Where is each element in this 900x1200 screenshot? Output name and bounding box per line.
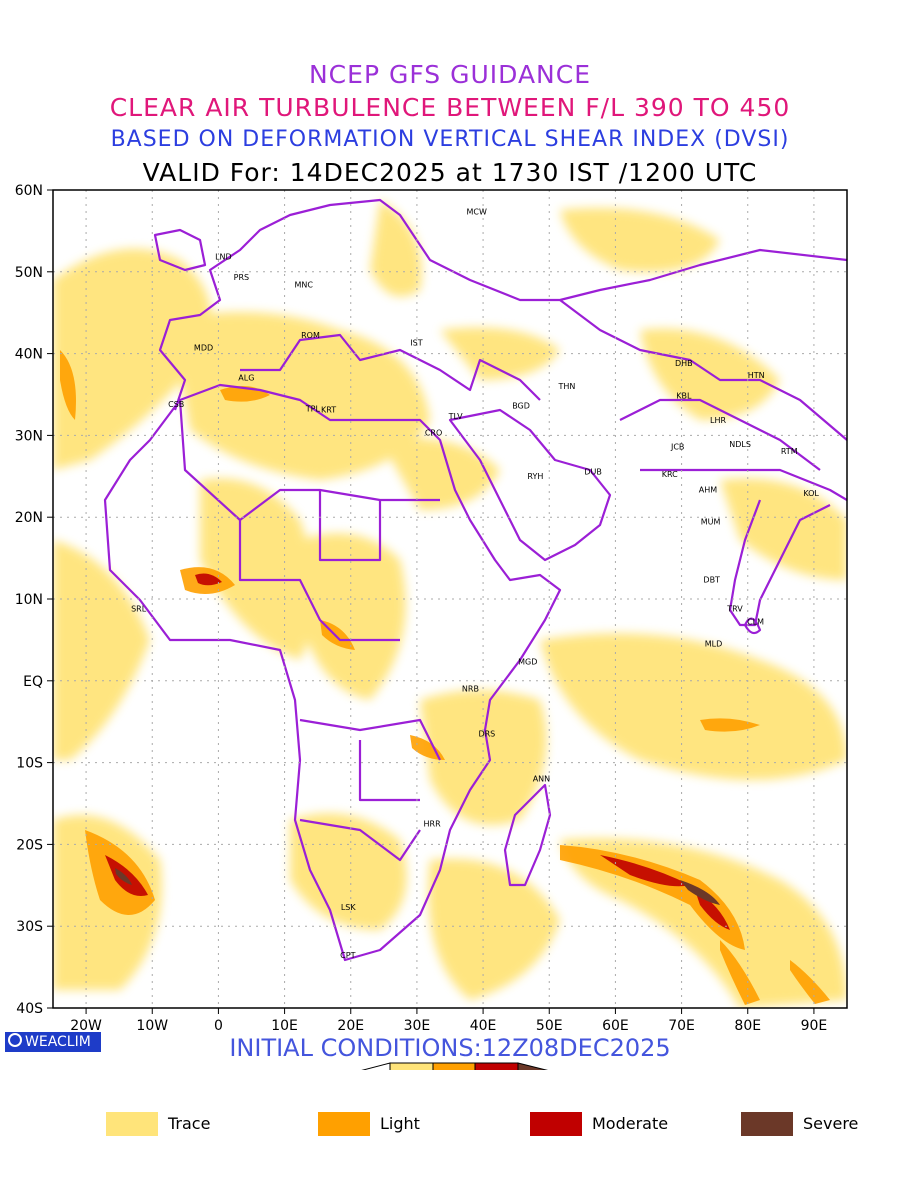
lon-ticks: 20W 10W 0 10E 20E 30E 40E 50E 60E 70E 80E 90E xyxy=(70,1008,827,1034)
lat-tick-label: 30N xyxy=(15,428,43,444)
station-label-alg: ALG xyxy=(238,374,254,383)
station-label-cpt: CPT xyxy=(340,951,355,960)
lat-tick-label: 50N xyxy=(15,265,43,281)
station-label-srl: SRL xyxy=(131,604,147,613)
lat-tick-label: 40N xyxy=(15,347,43,363)
lat-tick-label: 10N xyxy=(15,592,43,608)
station-label-dhb: DHB xyxy=(675,359,693,368)
lon-tick-label: 90E xyxy=(801,1018,828,1034)
station-label-trv: TRV xyxy=(726,604,743,613)
station-label-mdd: MDD xyxy=(194,343,213,352)
brand-label: WEACLIM xyxy=(25,1034,91,1050)
station-label-kol: KOL xyxy=(803,489,819,498)
station-label-dbt: DBT xyxy=(703,576,720,585)
station-label-tpl: TPL xyxy=(305,405,321,414)
station-labels: MCW LND PRS MNC ROM IST MDD ALG CSB TPL KRT CRO TLV B… xyxy=(131,208,819,961)
station-label-ann: ANN xyxy=(533,774,550,783)
station-label-clm: CLM xyxy=(747,617,764,626)
legend-swatch xyxy=(741,1112,793,1136)
colorbar: 1 4 8 12 xyxy=(361,1062,549,1070)
lon-tick-label: 40E xyxy=(470,1018,497,1034)
lon-tick-label: 20E xyxy=(337,1018,364,1034)
lon-tick-label: 0 xyxy=(214,1018,223,1034)
station-label-lhr: LHR xyxy=(710,416,726,425)
initial-conditions: INITIAL CONDITIONS:12Z08DEC2025 xyxy=(229,1034,671,1062)
lon-tick-label: 10E xyxy=(271,1018,298,1034)
legend-swatch xyxy=(106,1112,158,1136)
lat-tick-label: EQ xyxy=(23,674,43,690)
station-label-mnc: MNC xyxy=(295,280,314,289)
station-label-drs: DRS xyxy=(478,729,495,738)
lat-tick-label: 20S xyxy=(16,837,43,853)
station-label-ndls: NDLS xyxy=(729,440,751,449)
legend-label: Severe xyxy=(803,1114,859,1133)
lat-tick-label: 30S xyxy=(16,919,43,935)
lat-tick-label: 40S xyxy=(16,1001,43,1017)
station-label-lnd: LND xyxy=(215,253,232,262)
station-label-tlv: TLV xyxy=(448,412,463,421)
lat-tick-label: 60N xyxy=(15,183,43,199)
legend-label: Trace xyxy=(168,1114,211,1133)
legend-label: Light xyxy=(380,1114,420,1133)
lat-tick-label: 10S xyxy=(16,756,43,772)
station-label-htn: HTN xyxy=(748,371,765,380)
station-label-prs: PRS xyxy=(234,273,249,282)
station-label-lsk: LSK xyxy=(341,903,357,912)
lon-tick-label: 50E xyxy=(536,1018,563,1034)
station-label-cro: CRO xyxy=(425,428,442,437)
station-label-hrr: HRR xyxy=(424,819,442,828)
weaclim-logo: WEACLIM xyxy=(5,1032,101,1052)
lat-tick-label: 20N xyxy=(15,510,43,526)
logo-circle-icon xyxy=(8,1033,22,1047)
lat-ticks: 60N 50N 40N 30N 20N 10N EQ 10S 20S 30S 40S xyxy=(15,183,53,1017)
station-label-nrb: NRB xyxy=(462,684,479,693)
legend-label: Moderate xyxy=(592,1114,669,1133)
station-label-ahm: AHM xyxy=(699,486,717,495)
chart-title: NCEP GFS GUIDANCE xyxy=(308,60,591,89)
legend-swatch xyxy=(530,1112,582,1136)
station-label-ryh: RYH xyxy=(527,472,543,481)
chart-subtitle: CLEAR AIR TURBULENCE BETWEEN F/L 390 TO … xyxy=(109,93,791,122)
station-label-ist: IST xyxy=(410,338,422,347)
station-label-mum: MUM xyxy=(701,518,721,527)
station-label-kbl: KBL xyxy=(676,392,692,401)
lon-tick-label: 80E xyxy=(734,1018,761,1034)
station-label-mgd: MGD xyxy=(518,657,537,666)
station-label-jcb: JCB xyxy=(670,442,684,451)
chart-method: BASED ON DEFORMATION VERTICAL SHEAR INDE… xyxy=(110,127,790,152)
station-label-krc: KRC xyxy=(662,470,678,479)
lon-tick-label: 10W xyxy=(136,1018,168,1034)
turbulence-field xyxy=(53,190,847,1008)
station-label-thn: THN xyxy=(558,382,576,391)
station-label-dub: DUB xyxy=(584,468,602,477)
station-label-mld: MLD xyxy=(705,639,723,648)
lon-tick-label: 60E xyxy=(602,1018,629,1034)
valid-time: VALID For: 14DEC2025 at 1730 IST /1200 U… xyxy=(142,158,758,187)
station-label-krt: KRT xyxy=(321,405,336,414)
station-label-rom: ROM xyxy=(301,331,320,340)
station-label-bgd: BGD xyxy=(512,401,530,410)
station-label-rtm: RTM xyxy=(781,447,798,456)
lon-tick-label: 20W xyxy=(70,1018,102,1034)
turbulence-map: 20W 10W 0 10E 20E 30E 40E 50E 60E 70E 80E 90E 60N 50… xyxy=(15,183,848,1070)
legend-swatch xyxy=(318,1112,370,1136)
station-label-mcw: MCW xyxy=(467,208,487,217)
lon-tick-label: 30E xyxy=(404,1018,431,1034)
lon-tick-label: 70E xyxy=(668,1018,695,1034)
station-label-csb: CSB xyxy=(168,400,184,409)
